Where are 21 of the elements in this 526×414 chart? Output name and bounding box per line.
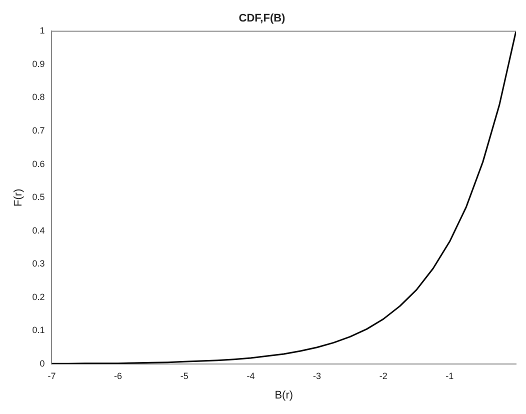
y-tick-label: 0.3 [32, 258, 45, 269]
y-tick-label: 0.5 [32, 192, 45, 202]
x-tick-label: -3 [313, 370, 322, 381]
x-tick-label: -6 [114, 370, 122, 381]
y-tick-label: 0.4 [32, 225, 45, 236]
x-tick-label: -5 [180, 370, 188, 381]
y-tick-label: 0 [40, 358, 45, 368]
chart-title: CDF,F(B) [238, 12, 286, 25]
x-axis-title: B(r) [274, 389, 294, 402]
y-axis-title: F(r) [12, 188, 25, 206]
x-tick-label: -2 [379, 370, 388, 381]
y-tick-label: 0.7 [32, 126, 45, 136]
y-tick-label: 0.6 [32, 158, 45, 169]
y-tick-label: 1 [40, 26, 45, 36]
y-tick-label: 0.1 [32, 325, 45, 336]
y-tick-label: 0.2 [32, 292, 45, 302]
y-tick-label: 0.9 [32, 58, 45, 69]
y-tick-label: 0.8 [32, 92, 45, 102]
x-tick-label: -1 [446, 370, 454, 381]
x-tick-label: -4 [246, 370, 255, 381]
x-tick-label: -7 [48, 370, 56, 381]
